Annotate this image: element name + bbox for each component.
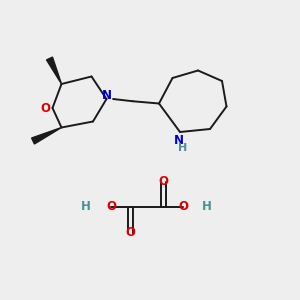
Text: H: H: [81, 200, 90, 213]
Text: N: N: [173, 134, 184, 148]
Text: H: H: [178, 142, 187, 153]
Text: H: H: [202, 200, 212, 213]
Text: N: N: [101, 89, 112, 103]
Text: O: O: [125, 226, 136, 239]
Text: O: O: [178, 200, 188, 213]
Text: O: O: [158, 175, 169, 188]
Polygon shape: [46, 57, 62, 84]
Text: O: O: [106, 200, 116, 213]
Text: O: O: [40, 101, 50, 115]
Polygon shape: [32, 128, 62, 144]
